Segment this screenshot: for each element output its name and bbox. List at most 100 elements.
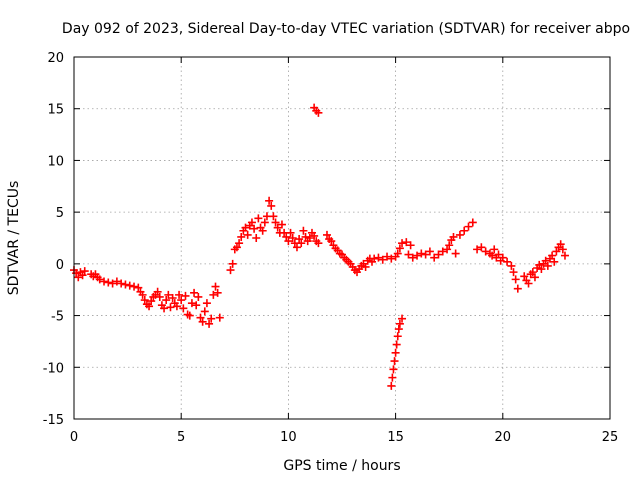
data-point: [104, 278, 113, 287]
data-point: [209, 290, 218, 299]
data-point: [80, 267, 89, 276]
data-point: [327, 237, 336, 246]
data-point: [226, 266, 235, 275]
data-point: [305, 234, 314, 242]
data-point: [196, 313, 205, 322]
data-point: [181, 291, 190, 300]
data-point: [509, 268, 518, 277]
data-point: [513, 284, 522, 293]
data-point: [537, 265, 546, 274]
data-point: [387, 254, 396, 263]
data-point: [402, 238, 411, 247]
data-point: [140, 296, 149, 305]
data-point: [297, 239, 306, 248]
data-point: [425, 247, 434, 256]
data-point: [543, 261, 552, 270]
data-point: [200, 307, 209, 316]
data-point: [243, 230, 252, 239]
data-point: [205, 319, 214, 328]
data-point: [74, 273, 83, 282]
data-point: [445, 241, 454, 250]
x-tick-label: 0: [70, 430, 78, 445]
chart-title: Day 092 of 2023, Sidereal Day-to-day VTE…: [62, 21, 630, 37]
y-axis-label: SDTVAR / TECUs: [6, 181, 22, 296]
data-point: [192, 301, 201, 310]
y-tick-label: -15: [43, 413, 64, 428]
axis-ticks: 0 5 10 15 20 25 -15 -10 -5 0 5 10 15 20: [43, 51, 619, 445]
data-point: [138, 290, 147, 299]
data-point: [299, 226, 308, 235]
data-point: [295, 235, 304, 244]
data-point: [254, 214, 263, 223]
data-point: [155, 292, 164, 301]
data-point: [117, 279, 126, 288]
data-point: [286, 228, 295, 237]
data-point: [187, 299, 196, 308]
data-point: [166, 303, 175, 312]
data-point: [361, 262, 370, 271]
data-point: [558, 245, 567, 254]
x-tick-label: 15: [387, 430, 404, 445]
data-point: [190, 288, 199, 297]
data-point: [430, 253, 439, 262]
data-point: [481, 247, 490, 256]
x-tick-label: 5: [177, 430, 185, 445]
data-point: [404, 250, 413, 259]
x-tick-label: 25: [602, 430, 619, 445]
data-point: [541, 256, 550, 265]
data-point: [211, 282, 220, 291]
data-point: [260, 218, 269, 227]
x-tick-label: 10: [280, 430, 297, 445]
data-point: [160, 304, 169, 313]
data-point: [267, 201, 276, 210]
data-point: [310, 231, 319, 240]
data-point: [560, 251, 569, 260]
data-point: [164, 290, 173, 299]
y-tick-label: 5: [56, 206, 64, 221]
x-tick-label: 20: [495, 430, 512, 445]
data-point: [108, 279, 117, 288]
data-point: [258, 226, 267, 235]
data-point: [269, 212, 278, 221]
data-point: [511, 275, 520, 284]
x-axis-label: GPS time / hours: [283, 458, 400, 474]
data-point: [556, 240, 565, 249]
data-point: [277, 220, 286, 229]
data-point: [468, 218, 477, 227]
data-point: [168, 293, 177, 302]
data-point: [134, 283, 143, 292]
data-point: [392, 340, 401, 349]
data-point: [314, 108, 323, 117]
data-point: [172, 302, 181, 311]
data-point: [198, 317, 207, 326]
data-points: [70, 103, 569, 390]
data-point: [552, 247, 561, 256]
data-point: [322, 230, 331, 239]
data-point: [490, 245, 499, 254]
y-tick-label: -10: [43, 361, 64, 376]
data-point: [273, 223, 282, 232]
data-point: [145, 302, 154, 311]
data-point: [301, 232, 310, 241]
data-point: [421, 250, 430, 259]
data-point: [507, 261, 516, 270]
data-point: [112, 277, 121, 286]
data-point: [378, 255, 387, 264]
data-point: [528, 268, 537, 277]
data-point: [121, 280, 130, 289]
data-point: [394, 325, 403, 334]
data-point: [398, 314, 407, 323]
data-point: [370, 254, 379, 263]
data-point: [235, 239, 244, 248]
data-point: [314, 239, 323, 248]
data-point: [213, 288, 222, 297]
data-point: [153, 287, 162, 296]
data-point: [473, 245, 482, 254]
data-point: [95, 275, 104, 284]
data-point: [237, 232, 246, 241]
data-point: [391, 348, 400, 357]
data-point: [417, 249, 426, 258]
data-point: [464, 222, 473, 231]
